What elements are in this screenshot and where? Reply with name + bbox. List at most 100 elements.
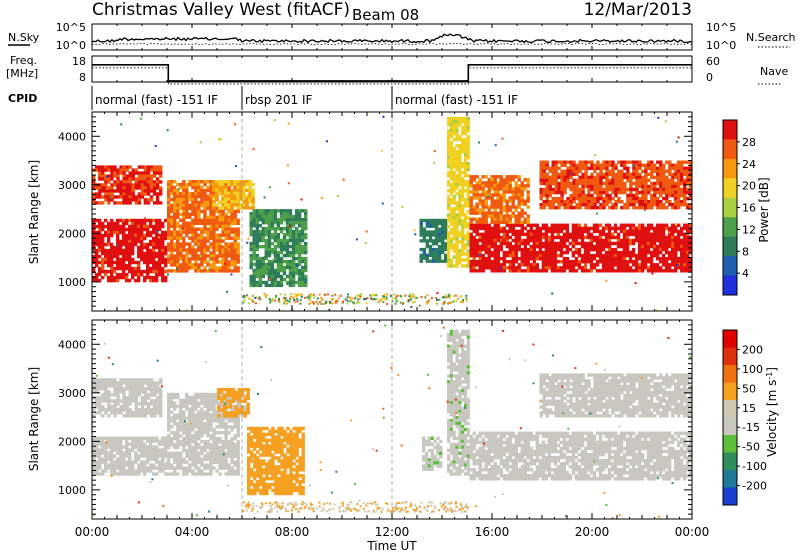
data-cell (447, 123, 450, 126)
data-cell (233, 197, 236, 200)
data-cell (653, 188, 656, 191)
data-cell (584, 200, 587, 203)
data-cell (671, 269, 674, 272)
data-cell (503, 233, 506, 236)
data-cell (479, 254, 481, 256)
data-cell (476, 233, 479, 236)
data-cell (230, 231, 233, 234)
data-cell (450, 141, 453, 144)
data-cell (536, 230, 539, 233)
data-cell (677, 167, 680, 170)
data-cell (620, 260, 623, 263)
data-cell (200, 234, 203, 237)
data-cell (271, 236, 274, 239)
data-cell (470, 184, 473, 187)
data-cell (671, 248, 674, 251)
data-cell (444, 257, 448, 260)
data-cell (665, 200, 668, 203)
data-cell (170, 248, 173, 251)
data-cell (143, 228, 146, 231)
data-cell (227, 222, 230, 225)
data-cell (234, 210, 237, 213)
data-cell (250, 254, 253, 257)
data-cell (542, 233, 545, 236)
data-cell (292, 260, 295, 263)
data-cell (268, 236, 271, 239)
data-cell (113, 472, 116, 475)
data-cell (540, 161, 543, 164)
data-cell (203, 257, 206, 260)
data-cell (540, 173, 543, 176)
data-cell (101, 222, 104, 225)
data-cell (167, 269, 170, 272)
data-cell (182, 195, 185, 198)
data-cell (140, 219, 143, 222)
data-cell (248, 192, 251, 195)
data-cell (304, 236, 307, 239)
data-region (92, 437, 167, 476)
data-cell (137, 228, 140, 231)
data-cell (530, 263, 533, 266)
data-cell (581, 266, 584, 269)
data-cell (110, 225, 113, 228)
data-cell (470, 181, 473, 184)
data-cell (212, 206, 215, 209)
power-colorbar-swatch (723, 237, 737, 257)
data-cell (152, 258, 155, 261)
data-cell (298, 278, 301, 281)
data-cell (284, 294, 286, 296)
data-cell (453, 126, 456, 129)
data-cell (280, 212, 283, 215)
data-cell (599, 191, 602, 194)
data-cell (530, 236, 533, 239)
data-cell (185, 198, 188, 201)
data-cell (447, 147, 450, 150)
data-cell (458, 144, 461, 147)
data-cell (426, 245, 430, 248)
data-cell (512, 260, 515, 263)
data-cell (227, 251, 230, 254)
data-cell (191, 263, 194, 266)
data-cell (506, 218, 509, 221)
data-cell (221, 213, 224, 216)
data-cell (659, 194, 662, 197)
data-cell (179, 204, 182, 207)
data-cell (101, 237, 104, 240)
data-cell (179, 254, 182, 257)
data-cell (237, 260, 240, 263)
data-cell (179, 263, 182, 266)
data-cell (119, 171, 122, 174)
data-cell (644, 167, 647, 170)
data-cell (423, 251, 427, 254)
data-cell (653, 239, 656, 242)
data-cell (386, 293, 388, 295)
data-cell (215, 254, 218, 257)
data-cell (253, 251, 256, 254)
data-cell (503, 230, 506, 233)
data-cell (596, 164, 599, 167)
data-cell (467, 168, 470, 171)
data-cell (131, 267, 134, 270)
data-cell (590, 260, 593, 263)
data-cell (635, 164, 638, 167)
data-cell (617, 173, 620, 176)
data-cell (234, 123, 236, 125)
data-cell (256, 224, 259, 227)
data-cell (126, 201, 129, 204)
data-cell (107, 237, 110, 240)
data-cell (611, 182, 614, 185)
data-cell (194, 242, 197, 245)
data-cell (245, 200, 248, 203)
data-cell (370, 297, 372, 299)
data-cell (453, 177, 456, 180)
data-cell (95, 443, 98, 446)
data-cell (605, 194, 608, 197)
data-cell (122, 183, 125, 186)
data-cell (170, 251, 173, 254)
data-cell (194, 257, 197, 260)
data-cell (259, 275, 262, 278)
data-cell (206, 180, 209, 183)
data-cell (560, 194, 563, 197)
data-cell (209, 257, 212, 260)
data-cell (98, 273, 101, 276)
